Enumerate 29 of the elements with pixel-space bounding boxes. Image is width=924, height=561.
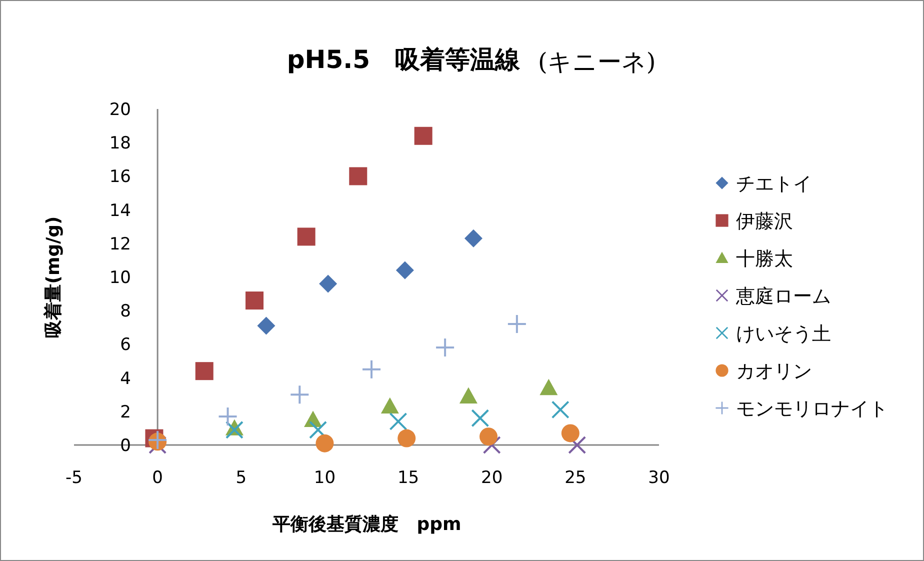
legend-label: 恵庭ローム xyxy=(735,286,831,308)
x-tick-label: 5 xyxy=(236,468,247,488)
legend-label: 十勝太 xyxy=(736,248,793,270)
y-tick-label: 8 xyxy=(120,302,131,322)
y-axis-title: 吸着量(mg/g) xyxy=(43,216,64,338)
y-tick-label: 0 xyxy=(120,436,131,456)
x-tick-label: 25 xyxy=(564,468,586,488)
y-tick-label: 20 xyxy=(109,100,131,120)
x-tick-label: 20 xyxy=(481,468,503,488)
y-tick-label: 12 xyxy=(109,234,131,254)
x-tick-label: 30 xyxy=(648,468,670,488)
y-tick-label: 2 xyxy=(120,402,131,422)
y-tick-label: 16 xyxy=(109,167,131,188)
x-axis-title: 平衡後基質濃度 ppm xyxy=(272,514,462,535)
x-tick-label: 0 xyxy=(152,468,163,488)
legend-label: けいそう土 xyxy=(736,323,831,345)
legend-label: カオリン xyxy=(736,360,812,382)
y-tick-label: 4 xyxy=(120,368,131,389)
legend-label: チエトイ xyxy=(736,173,812,195)
legend-label: 伊藤沢 xyxy=(736,210,793,232)
y-tick-label: 6 xyxy=(120,335,131,356)
y-tick-label: 14 xyxy=(109,200,131,221)
x-tick-label: -5 xyxy=(66,468,82,488)
x-tick-label: 15 xyxy=(397,468,420,488)
chart-title: pH5.5 吸着等温線 xyxy=(286,45,521,74)
y-tick-label: 10 xyxy=(109,268,131,288)
chart-subtitle: (キニーネ) xyxy=(538,48,656,76)
y-tick-label: 18 xyxy=(109,134,131,154)
x-tick-label: 10 xyxy=(314,468,336,488)
